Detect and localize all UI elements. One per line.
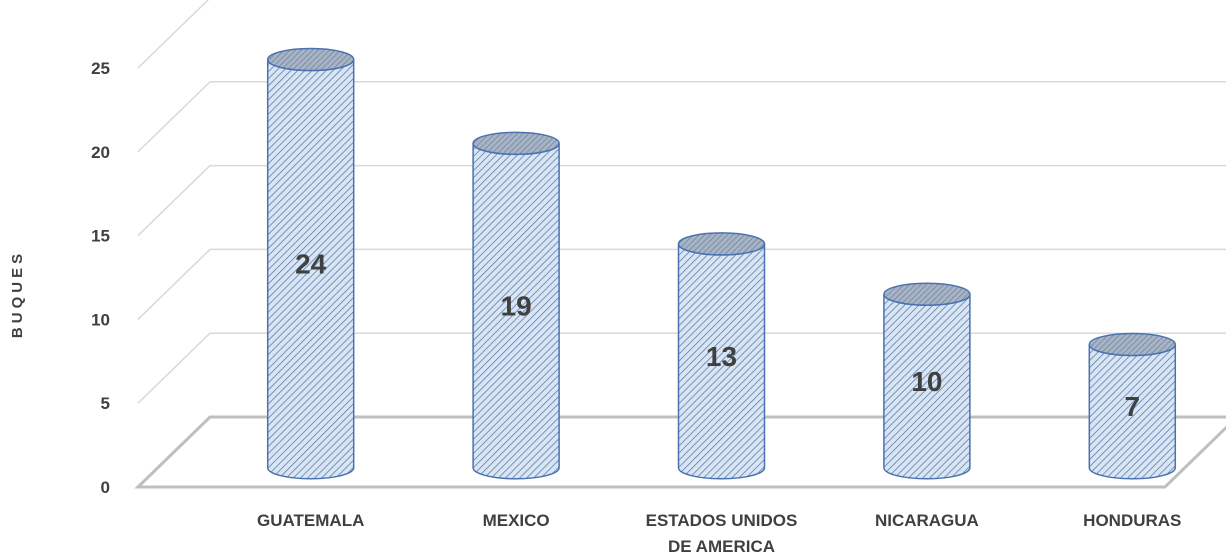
gridline-diagonal xyxy=(137,0,210,69)
data-label: 24 xyxy=(295,249,327,280)
bar-top xyxy=(1088,332,1177,357)
y-tick-label: 20 xyxy=(91,143,110,162)
bar-top xyxy=(883,282,971,306)
gridline-diagonal xyxy=(137,332,211,404)
x-tick-label-line: DE AMERICA xyxy=(668,537,775,556)
data-labels: 24 19 13 10 7 xyxy=(295,249,1140,422)
bar xyxy=(472,131,560,480)
bar xyxy=(677,232,766,480)
y-tick-label: 25 xyxy=(91,59,110,78)
data-label: 7 xyxy=(1125,391,1141,422)
bar-top xyxy=(266,47,355,72)
y-tick-label: 5 xyxy=(101,394,110,413)
x-tick-label: HONDURAS xyxy=(1083,511,1181,530)
x-tick-label: NICARAGUA xyxy=(875,511,979,530)
bars xyxy=(266,47,1177,480)
y-axis-title: BUQUES xyxy=(9,250,26,338)
x-tick-label-line: MEXICO xyxy=(483,511,550,530)
x-tick-label-line: ESTADOS UNIDOS xyxy=(646,511,798,530)
floor-plane xyxy=(134,415,1226,489)
bar xyxy=(883,282,971,480)
x-axis: GUATEMALA MEXICO ESTADOS UNIDOS DE AMERICA N… xyxy=(257,511,1181,556)
gridline-diagonal xyxy=(137,248,211,320)
x-tick-label: ESTADOS UNIDOS DE AMERICA xyxy=(646,511,798,556)
x-tick-label-line: GUATEMALA xyxy=(257,511,364,530)
y-tick-label: 0 xyxy=(101,478,110,497)
y-tick-label: 15 xyxy=(91,227,110,246)
bar xyxy=(266,47,355,480)
data-label: 13 xyxy=(706,341,737,372)
y-tick-label: 10 xyxy=(91,310,110,329)
bar-top xyxy=(677,232,766,256)
y-axis: 0 5 10 15 20 25 xyxy=(91,59,110,497)
data-label: 19 xyxy=(501,291,532,322)
gridline-diagonal xyxy=(137,165,211,237)
data-label: 10 xyxy=(911,366,942,397)
gridline-diagonal xyxy=(137,81,211,153)
bar-top xyxy=(472,131,560,156)
x-tick-label-line: NICARAGUA xyxy=(875,511,979,530)
x-tick-label: MEXICO xyxy=(483,511,550,530)
x-tick-label-line: HONDURAS xyxy=(1083,511,1181,530)
bar xyxy=(1088,332,1177,480)
x-tick-label: GUATEMALA xyxy=(257,511,364,530)
